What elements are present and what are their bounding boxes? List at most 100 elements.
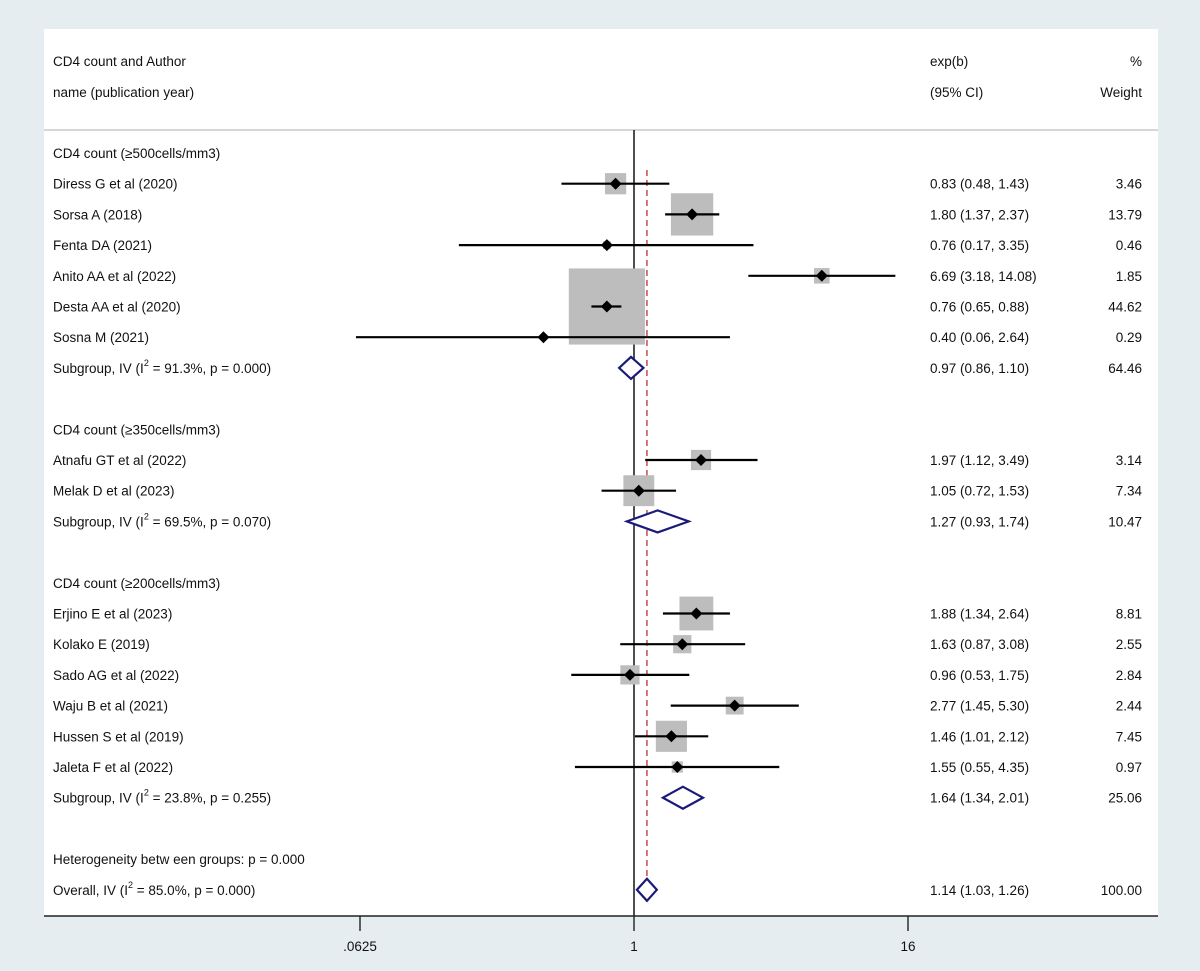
study-weight: 7.34 bbox=[1116, 484, 1143, 499]
subgroup-summary-label: Subgroup, IV (I2 = 23.8%, p = 0.255) bbox=[53, 788, 271, 806]
effect-estimate-ci: 1.97 (1.12, 3.49) bbox=[930, 453, 1029, 468]
study-weight: 10.47 bbox=[1108, 514, 1142, 529]
label-prefix: Subgroup, IV (I bbox=[53, 514, 144, 529]
study-weight: 8.81 bbox=[1116, 607, 1142, 622]
study-weight: 0.97 bbox=[1116, 760, 1142, 775]
point-estimate-marker bbox=[690, 607, 703, 620]
effect-estimate-ci: 0.97 (0.86, 1.10) bbox=[930, 361, 1029, 376]
study-label: Desta AA et al (2020) bbox=[53, 300, 181, 315]
point-estimate-marker bbox=[728, 699, 741, 712]
point-estimate-marker bbox=[632, 484, 645, 497]
effect-estimate-ci: 0.83 (0.48, 1.43) bbox=[930, 177, 1029, 192]
study-weight: 25.06 bbox=[1108, 791, 1142, 806]
study-label: Anito AA et al (2022) bbox=[53, 269, 176, 284]
study-label: Sorsa A (2018) bbox=[53, 207, 142, 222]
effect-estimate-ci: 0.96 (0.53, 1.75) bbox=[930, 668, 1029, 683]
subgroup-heading: CD4 count (≥350cells/mm3) bbox=[53, 422, 220, 437]
study-label: Sosna M (2021) bbox=[53, 330, 149, 345]
effect-estimate-ci: 1.27 (0.93, 1.74) bbox=[930, 514, 1029, 529]
x-axis-tick-label: 16 bbox=[900, 939, 915, 954]
point-estimate-marker bbox=[600, 239, 613, 252]
study-weight: 0.29 bbox=[1116, 330, 1142, 345]
study-label: Erjino E et al (2023) bbox=[53, 607, 172, 622]
effect-estimate-ci: 1.88 (1.34, 2.64) bbox=[930, 607, 1029, 622]
point-estimate-marker bbox=[671, 761, 684, 773]
label-prefix: Overall, IV (I bbox=[53, 883, 128, 898]
effect-estimate-ci: 1.05 (0.72, 1.53) bbox=[930, 484, 1029, 499]
study-weight: 7.45 bbox=[1116, 729, 1142, 744]
study-weight: 44.62 bbox=[1108, 300, 1142, 315]
study-weight: 3.14 bbox=[1116, 453, 1143, 468]
table-header: CD4 count and Author name (publication y… bbox=[53, 54, 1142, 100]
study-label: Diress G et al (2020) bbox=[53, 177, 178, 192]
overall-diamond bbox=[635, 877, 659, 903]
point-estimate-marker bbox=[600, 300, 613, 313]
label-prefix: Subgroup, IV (I bbox=[53, 791, 144, 806]
point-estimate-marker bbox=[537, 331, 550, 344]
effect-column-header-line1: exp(b) bbox=[930, 54, 968, 69]
study-label: Waju B et al (2021) bbox=[53, 699, 168, 714]
study-label: Atnafu GT et al (2022) bbox=[53, 453, 186, 468]
study-weight: 64.46 bbox=[1108, 361, 1142, 376]
study-label: Hussen S et al (2019) bbox=[53, 729, 184, 744]
subgroup-summary-label: Subgroup, IV (I2 = 69.5%, p = 0.070) bbox=[53, 511, 271, 529]
effect-estimate-ci: 1.14 (1.03, 1.26) bbox=[930, 883, 1029, 898]
study-weight: 2.84 bbox=[1116, 668, 1143, 683]
label-suffix: = 23.8%, p = 0.255) bbox=[149, 791, 271, 806]
effect-estimate-ci: 1.63 (0.87, 3.08) bbox=[930, 637, 1029, 652]
subgroup-heading: CD4 count (≥500cells/mm3) bbox=[53, 146, 220, 161]
i-squared-superscript: 2 bbox=[144, 511, 149, 521]
point-estimate-marker bbox=[815, 269, 828, 282]
forest-plot-panel bbox=[44, 29, 1158, 916]
study-column-header-line1: CD4 count and Author bbox=[53, 54, 186, 69]
x-axis-tick-label: 1 bbox=[630, 939, 638, 954]
effect-estimate-ci: 1.55 (0.55, 4.35) bbox=[930, 760, 1029, 775]
subgroup-diamond bbox=[623, 509, 693, 534]
point-estimate-marker bbox=[665, 730, 678, 743]
effect-estimate-ci: 0.76 (0.65, 0.88) bbox=[930, 300, 1029, 315]
i-squared-superscript: 2 bbox=[144, 788, 149, 798]
study-label: Sado AG et al (2022) bbox=[53, 668, 179, 683]
study-weight: 100.00 bbox=[1101, 883, 1142, 898]
effect-estimate-ci: 1.64 (1.34, 2.01) bbox=[930, 791, 1029, 806]
study-label: Melak D et al (2023) bbox=[53, 484, 175, 499]
subgroup-diamond bbox=[617, 355, 646, 381]
heterogeneity-note: Heterogeneity betw een groups: p = 0.000 bbox=[53, 852, 305, 867]
effect-estimate-ci: 2.77 (1.45, 5.30) bbox=[930, 699, 1029, 714]
study-weight: 13.79 bbox=[1108, 207, 1142, 222]
x-axis-tick-label: .0625 bbox=[343, 939, 377, 954]
study-weight: 0.46 bbox=[1116, 238, 1142, 253]
effect-column-header-line2: (95% CI) bbox=[930, 85, 983, 100]
point-estimate-marker bbox=[676, 638, 689, 651]
subgroup-heading: CD4 count (≥200cells/mm3) bbox=[53, 576, 220, 591]
point-estimate-marker bbox=[686, 208, 699, 221]
study-label: Fenta DA (2021) bbox=[53, 238, 152, 253]
weight-column-header-line2: Weight bbox=[1100, 85, 1142, 100]
study-column-header-line2: name (publication year) bbox=[53, 85, 194, 100]
i-squared-superscript: 2 bbox=[144, 358, 149, 368]
subgroup-summary-label: Subgroup, IV (I2 = 91.3%, p = 0.000) bbox=[53, 358, 271, 376]
effect-estimate-ci: 0.76 (0.17, 3.35) bbox=[930, 238, 1029, 253]
effect-estimate-ci: 6.69 (3.18, 14.08) bbox=[930, 269, 1037, 284]
subgroup-diamond bbox=[660, 785, 706, 810]
effect-estimate-ci: 1.80 (1.37, 2.37) bbox=[930, 207, 1029, 222]
label-prefix: Subgroup, IV (I bbox=[53, 361, 144, 376]
label-suffix: = 69.5%, p = 0.070) bbox=[149, 514, 271, 529]
overall-label: Overall, IV (I2 = 85.0%, p = 0.000) bbox=[53, 880, 255, 898]
label-suffix: = 91.3%, p = 0.000) bbox=[149, 361, 271, 376]
point-estimate-marker bbox=[623, 668, 636, 681]
effect-estimate-ci: 1.46 (1.01, 2.12) bbox=[930, 729, 1029, 744]
study-label: Kolako E (2019) bbox=[53, 637, 150, 652]
i-squared-superscript: 2 bbox=[128, 880, 133, 890]
study-weight: 2.55 bbox=[1116, 637, 1142, 652]
point-estimate-marker bbox=[695, 454, 708, 466]
study-label: Jaleta F et al (2022) bbox=[53, 760, 173, 775]
label-suffix: = 85.0%, p = 0.000) bbox=[133, 883, 255, 898]
point-estimate-marker bbox=[609, 177, 622, 190]
effect-estimate-ci: 0.40 (0.06, 2.64) bbox=[930, 330, 1029, 345]
study-weight: 2.44 bbox=[1116, 699, 1143, 714]
weight-column-header-line1: % bbox=[1130, 54, 1142, 69]
study-weight: 3.46 bbox=[1116, 177, 1142, 192]
study-weight: 1.85 bbox=[1116, 269, 1142, 284]
